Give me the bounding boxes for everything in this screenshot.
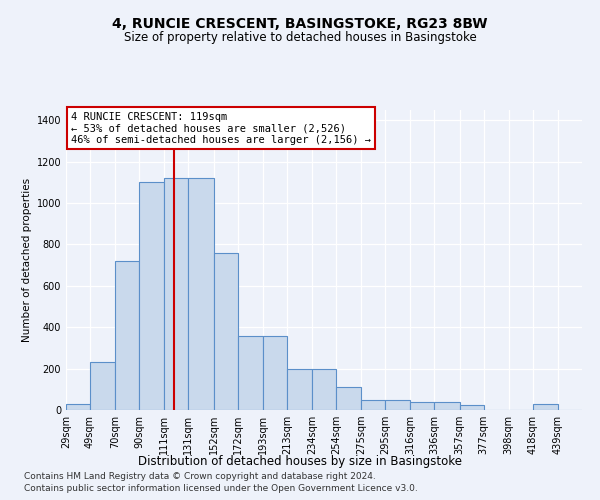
Bar	[115, 261, 139, 410]
Bar	[434, 402, 460, 410]
Text: 4 RUNCIE CRESCENT: 119sqm
← 53% of detached houses are smaller (2,526)
46% of se: 4 RUNCIE CRESCENT: 119sqm ← 53% of detac…	[71, 112, 371, 144]
Bar	[336, 387, 361, 410]
Bar	[139, 182, 164, 410]
Bar	[312, 368, 336, 410]
Bar	[238, 336, 263, 410]
Text: Contains public sector information licensed under the Open Government Licence v3: Contains public sector information licen…	[24, 484, 418, 493]
Bar	[385, 400, 410, 410]
Bar	[287, 368, 312, 410]
Bar	[188, 178, 214, 410]
Text: 4, RUNCIE CRESCENT, BASINGSTOKE, RG23 8BW: 4, RUNCIE CRESCENT, BASINGSTOKE, RG23 8B…	[112, 18, 488, 32]
Bar	[410, 402, 434, 410]
Y-axis label: Number of detached properties: Number of detached properties	[22, 178, 32, 342]
Bar	[460, 405, 484, 410]
Bar	[533, 404, 558, 410]
Bar	[164, 178, 188, 410]
Text: Distribution of detached houses by size in Basingstoke: Distribution of detached houses by size …	[138, 455, 462, 468]
Bar	[361, 400, 385, 410]
Bar	[263, 336, 287, 410]
Text: Size of property relative to detached houses in Basingstoke: Size of property relative to detached ho…	[124, 31, 476, 44]
Bar	[66, 404, 90, 410]
Bar	[214, 253, 238, 410]
Text: Contains HM Land Registry data © Crown copyright and database right 2024.: Contains HM Land Registry data © Crown c…	[24, 472, 376, 481]
Bar	[90, 362, 115, 410]
